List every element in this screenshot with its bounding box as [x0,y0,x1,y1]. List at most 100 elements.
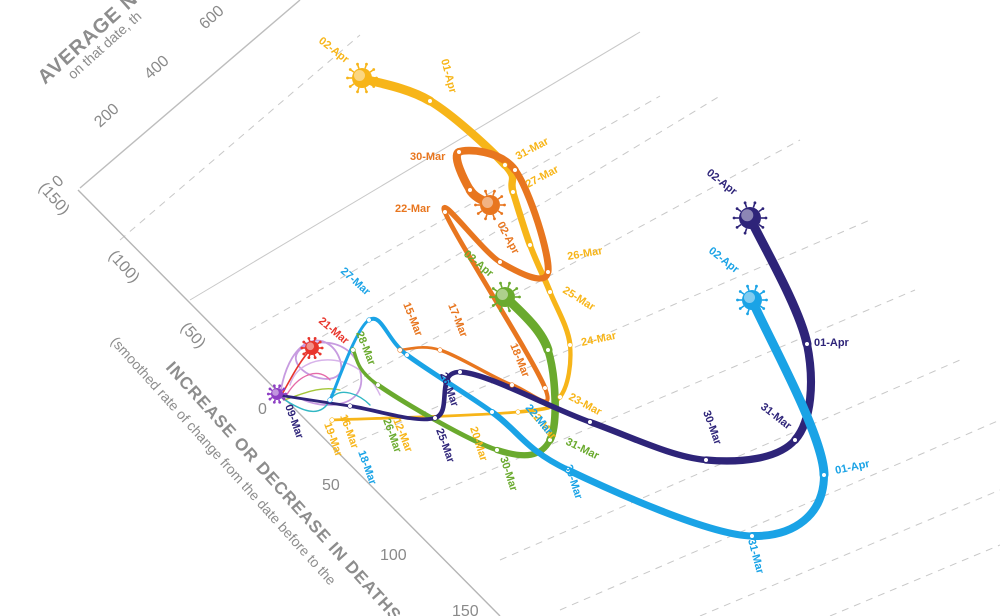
virus-spike-tip [746,284,749,288]
gridline [829,544,1000,616]
gridline [359,219,871,441]
series-1-segment [438,348,514,387]
date-point [804,341,810,347]
date-label: 01-Apr [834,458,871,477]
date-label: 30-Mar [700,409,724,447]
virus-highlight [741,209,754,222]
virus-spike-tip [761,207,765,211]
virus-marker [732,201,768,235]
date-label: 02-Apr [706,245,741,276]
date-label: 24-Mar [580,330,618,349]
virus-spike-tip [318,340,322,344]
date-label: 31-Mar [564,436,602,463]
date-point [792,437,798,443]
virus-spike-tip [753,201,757,205]
date-label: 02-Apr [316,35,351,66]
date-label: 31-Mar [745,538,766,576]
virus-spike-tip [282,397,286,401]
series-0-segment [547,289,573,348]
date-point [467,187,473,193]
virus-body [305,341,319,355]
x-tick-label: 100 [380,547,407,564]
y-axis-title: AVERAGE N [34,0,143,89]
virus-body [742,290,762,310]
virus-marker [346,62,378,94]
date-label: 02-Apr [494,220,521,257]
virus-spike-tip [508,309,511,313]
series-3-segment [745,213,812,349]
virus-spike-tip [493,217,496,221]
series-3-segment [702,436,799,465]
virus-body [271,388,283,400]
virus-spike-tip [375,76,378,80]
y-tick-label: 200 [91,100,122,131]
series-0-segment [527,242,553,295]
virus-spike-tip [743,201,747,205]
rate-axis: (150) (100) (50) [35,179,209,352]
virus-spike-tip [282,387,286,391]
date-point [437,347,443,353]
virus-spike-tip [268,387,272,391]
virus-spike-tip [738,290,742,293]
virus-spike-tip [491,304,495,307]
virus-body [495,287,515,307]
date-point [375,382,381,388]
date-label: 01-Apr [438,58,459,95]
virus-marker [489,281,521,313]
virus-spike-tip [484,189,487,193]
date-point [489,409,495,415]
virus-spike-tip [346,76,349,80]
series-1-segment [452,147,475,195]
virus-spike-tip [320,346,324,350]
virus-spike-tip [755,312,758,316]
virus-spike-tip [508,281,511,285]
series-3-segment [432,369,463,421]
date-point [494,447,500,453]
date-point [587,419,593,425]
virus-spike-tip [278,400,282,404]
virus-spike-tip [348,85,352,88]
series-3-segment [348,404,437,422]
virus-spike-tip [272,400,276,404]
series-0-segment [501,161,517,196]
date-point [497,259,503,265]
date-point [427,98,433,104]
virus-spike-tip [474,203,477,207]
virus-spike-tip [743,231,747,235]
virus-spike-tip [284,392,288,396]
date-label: 30-Mar [497,455,520,493]
virus-highlight [272,389,279,396]
virus-spike-tip [500,195,504,198]
date-point [397,347,403,353]
date-point [456,149,462,155]
virus-spike-tip [499,281,502,285]
virus-spike-tip [499,309,502,313]
series-3-segment [457,369,593,425]
date-point [512,167,518,173]
virus-markers [266,62,768,404]
series-4-segment [404,352,495,415]
gridline [79,0,301,189]
date-label: 02-Apr [704,167,739,198]
virus-highlight [354,70,365,81]
series-1-segment [398,346,442,352]
series-1-segment [441,205,503,265]
virus-spike-tip [762,290,766,293]
virus-marker [474,189,506,221]
virus-spike-tip [278,384,282,388]
date-point [703,457,709,463]
date-label: 25-Mar [560,284,597,313]
virus-spike-tip [365,62,368,66]
date-point [547,289,553,295]
virus-spike-tip [735,207,739,211]
virus-highlight [306,342,315,351]
series-0-segment [509,188,534,249]
pink-trail [285,372,331,397]
virus-spike-tip [735,225,739,229]
date-point [510,189,516,195]
date-point [545,269,551,275]
virus-spike-tip [356,62,359,66]
virus-spike-tip [764,216,768,220]
virus-spike-tip [765,298,768,302]
date-label: 22-Mar [395,203,431,215]
